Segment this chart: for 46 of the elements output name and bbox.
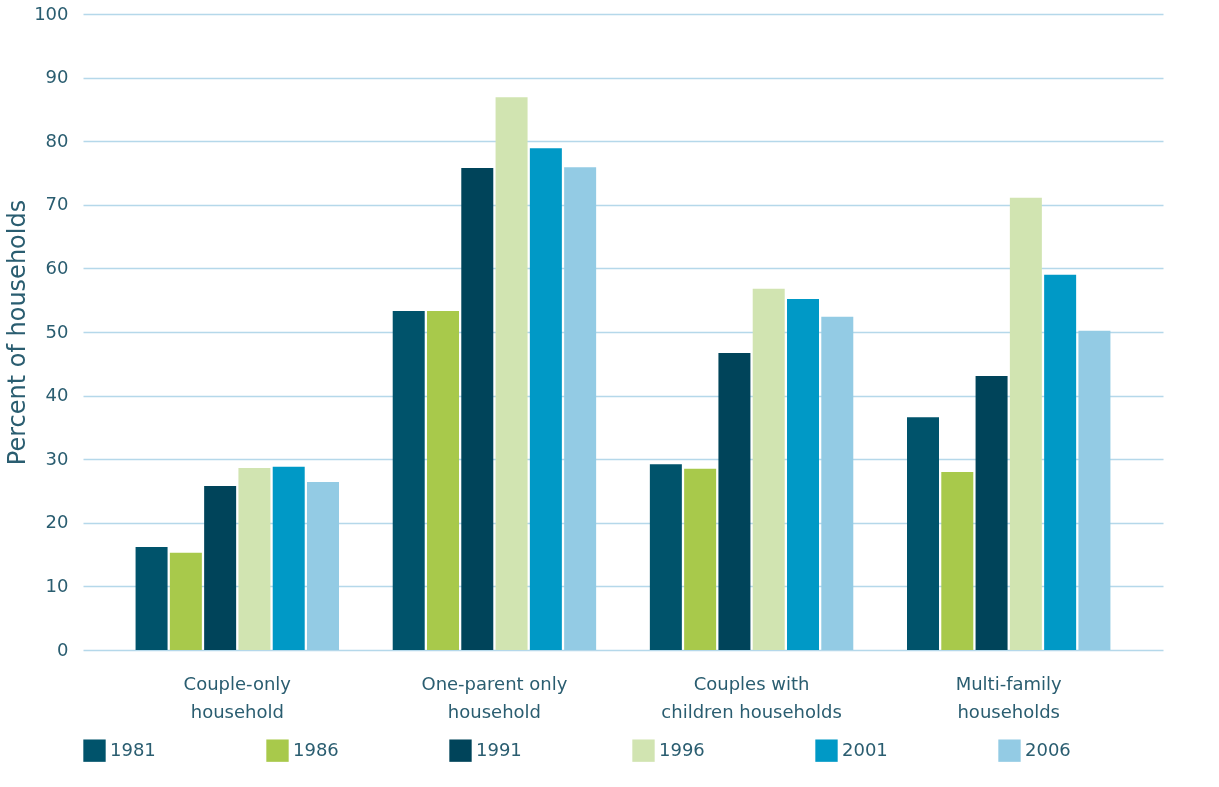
y-tick-label: 20 <box>45 511 69 533</box>
bar <box>307 482 339 650</box>
bar <box>1044 274 1077 650</box>
x-tick-label: One-parent only household <box>421 672 568 722</box>
bar <box>461 167 494 650</box>
bar <box>169 552 202 650</box>
y-tick-label: 100 <box>34 2 69 24</box>
bar <box>975 375 1008 650</box>
bar <box>649 464 682 650</box>
bar <box>529 148 562 650</box>
y-tick-label: 80 <box>45 129 69 151</box>
bar <box>204 485 237 650</box>
bar <box>787 298 819 650</box>
bar <box>495 97 528 650</box>
x-tick-label: Couples with children households <box>661 672 842 722</box>
x-tick-label: Couple-only household <box>183 672 292 722</box>
bar <box>907 417 939 650</box>
bar <box>238 468 271 650</box>
legend-label: 1991 <box>476 738 522 760</box>
x-tick-label: Multi-family households <box>955 672 1063 722</box>
y-tick-label: 70 <box>45 193 69 215</box>
y-tick-label: 50 <box>45 320 69 342</box>
legend-label: 2001 <box>842 738 888 760</box>
bar <box>564 167 597 650</box>
legend-label: 1981 <box>110 738 156 760</box>
y-tick-label: 0 <box>57 638 69 660</box>
y-tick-label: 30 <box>45 447 69 469</box>
bar <box>272 466 305 650</box>
legend-label: 2006 <box>1025 738 1071 760</box>
y-tick-label: 10 <box>45 574 69 596</box>
legend-label: 1996 <box>659 738 705 760</box>
bar <box>684 468 717 650</box>
y-tick-label: 90 <box>45 66 69 88</box>
bar <box>392 311 425 650</box>
bar <box>718 352 751 650</box>
bar <box>821 316 854 650</box>
bar <box>1009 197 1042 650</box>
y-axis-title: Percent of households <box>3 199 32 466</box>
bar <box>752 288 785 650</box>
bar <box>1078 330 1111 650</box>
legend-label: 1986 <box>293 738 339 760</box>
y-tick-label: 60 <box>45 256 69 278</box>
bar <box>941 471 974 650</box>
bar <box>135 546 168 650</box>
bar <box>427 311 459 650</box>
y-tick-label: 40 <box>45 384 69 406</box>
